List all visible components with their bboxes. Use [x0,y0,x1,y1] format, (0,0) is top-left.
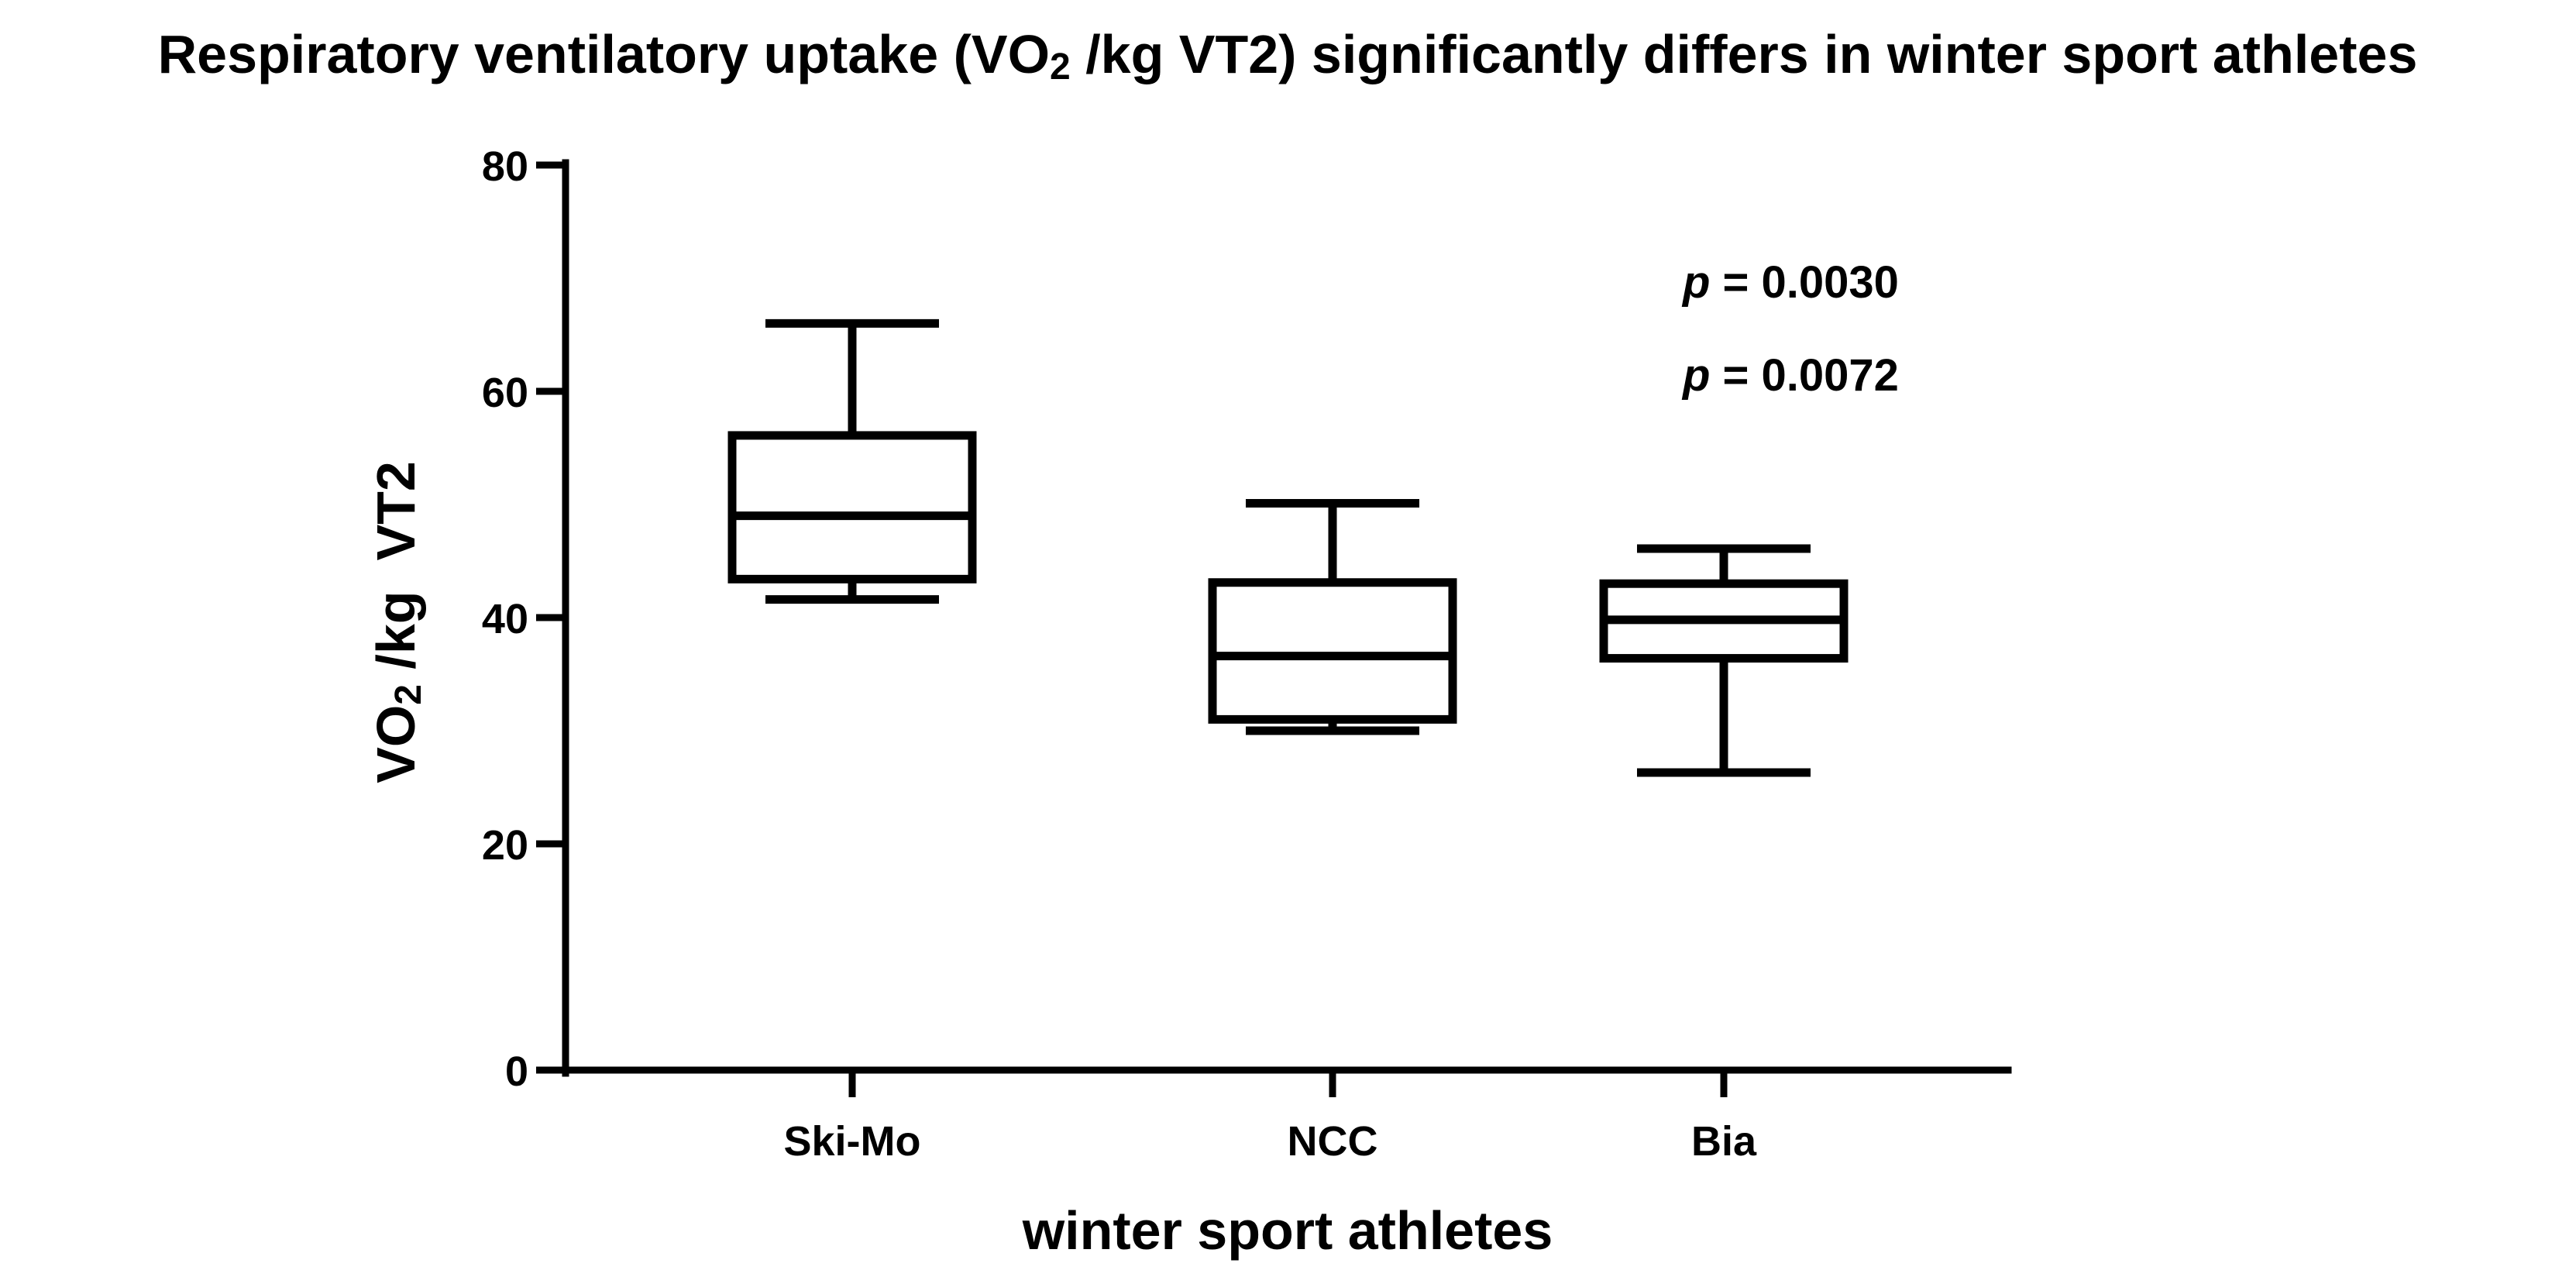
y-tick-label-0: 0 [505,1048,528,1095]
x-tick-label-ncc: NCC [1288,1118,1378,1165]
box-ski-mo [727,318,977,604]
x-tick-label-ski-mo: Ski-Mo [783,1118,920,1165]
chart-title-subscript: 2 [1050,46,1071,88]
y-tick-label-40: 40 [482,596,528,642]
p-value-annotation-1: p = 0.0030 [1681,257,1899,308]
p-value-annotation-2: p = 0.0072 [1681,350,1899,401]
boxes-group [727,318,1849,777]
p-value: = 0.0072 [1710,350,1899,401]
chart-title: Respiratory ventilatory uptake (VO2 /kg … [158,24,2418,88]
y-tick-label-20: 20 [482,822,528,869]
chart-title-part2: /kg VT2) significantly differs in winter… [1071,24,2418,84]
box-bia [1599,544,1849,777]
y-axis-label: VO2 /kg VT2 [366,461,429,783]
x-axis-label: winter sport athletes [1022,1200,1553,1261]
y-tick-label-80: 80 [482,143,528,190]
box-ncc [1208,499,1457,735]
iqr-box-ncc [1208,578,1457,724]
y-axis-label-part2: /kg VT2 [366,461,426,684]
y-axis-label-subscript: 2 [388,684,429,705]
y-tick-label-60: 60 [482,370,528,416]
chart-title-part1: Respiratory ventilatory uptake (VO [158,24,1050,84]
p-symbol: p [1681,257,1710,308]
p-symbol: p [1681,350,1710,401]
ticks-group: 0 20 40 60 80 Ski-Mo NCC Bia [482,143,1757,1165]
p-value: = 0.0030 [1710,257,1899,308]
y-axis-label-part1: VO [366,705,426,783]
iqr-box-ski-mo [727,431,977,583]
x-tick-label-bia: Bia [1691,1118,1757,1165]
